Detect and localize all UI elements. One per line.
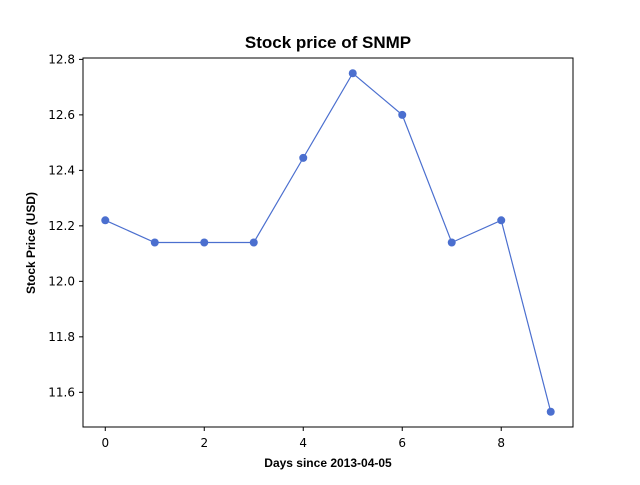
data-point: [200, 238, 209, 247]
x-tick-label: 4: [299, 436, 307, 450]
data-point: [299, 153, 308, 162]
x-tick-label: 2: [200, 436, 208, 450]
y-axis-label: Stock Price (USD): [24, 192, 38, 294]
data-series: [101, 69, 555, 416]
y-tick-label: 12.2: [48, 219, 75, 233]
data-point: [249, 238, 258, 247]
data-point: [348, 69, 357, 78]
x-tick-label: 6: [398, 436, 406, 450]
data-point: [447, 238, 456, 247]
data-point: [150, 238, 159, 247]
data-point: [398, 110, 407, 119]
data-point: [497, 216, 506, 225]
series-line: [105, 72, 552, 412]
y-tick-label: 12.8: [48, 52, 75, 66]
x-tick-label: 8: [497, 436, 505, 450]
y-tick-label: 11.6: [48, 385, 75, 399]
y-tick-label: 11.8: [48, 330, 75, 344]
axis-ticks: 0 2 4 6 8 11.6 11.8 12.0 12.2 12.4 12.6 12.8: [48, 52, 505, 450]
plot-area-frame: [82, 57, 574, 428]
data-point: [101, 216, 110, 225]
x-tick-label: 0: [101, 436, 109, 450]
y-tick-label: 12.4: [48, 163, 75, 177]
y-tick-label: 12.6: [48, 108, 75, 122]
chart-title: Stock price of SNMP: [245, 33, 411, 52]
data-point: [546, 407, 555, 416]
y-tick-label: 12.0: [48, 274, 75, 288]
x-axis-label: Days since 2013-04-05: [264, 456, 392, 470]
